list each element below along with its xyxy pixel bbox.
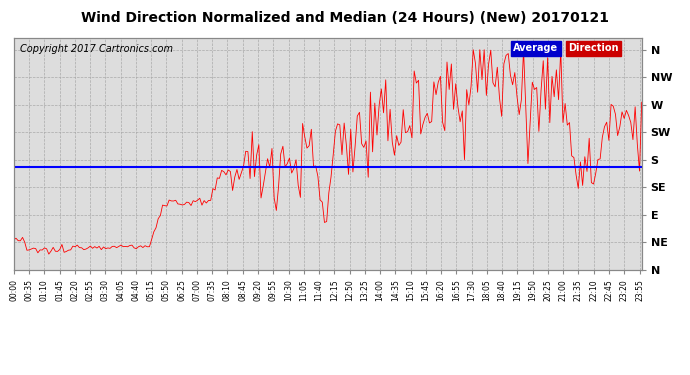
Text: Direction: Direction	[569, 44, 619, 53]
Text: Copyright 2017 Cartronics.com: Copyright 2017 Cartronics.com	[20, 45, 173, 54]
Text: Wind Direction Normalized and Median (24 Hours) (New) 20170121: Wind Direction Normalized and Median (24…	[81, 11, 609, 25]
Text: Average: Average	[513, 44, 558, 53]
